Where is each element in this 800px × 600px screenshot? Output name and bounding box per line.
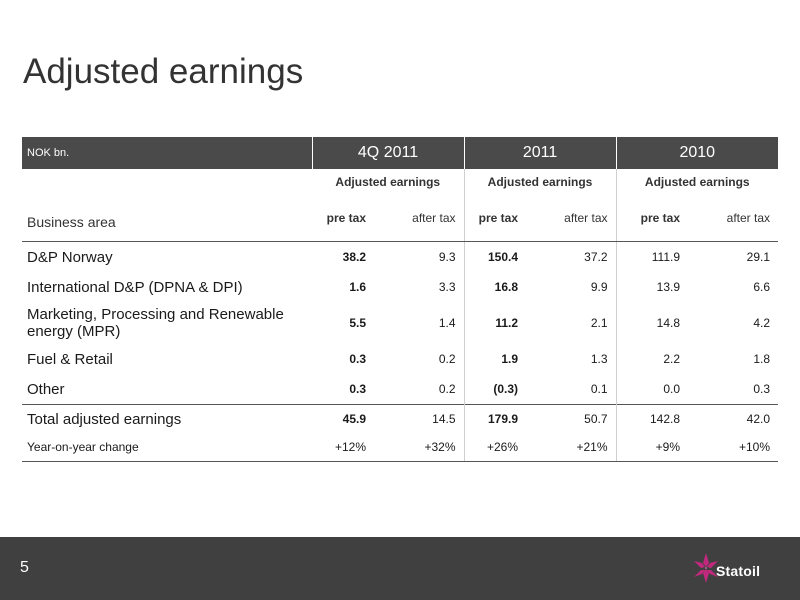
table-row: Marketing, Processing and Renewable ener… — [22, 302, 778, 344]
row-label: International D&P (DPNA & DPI) — [27, 278, 243, 296]
total-row: Total adjusted earnings 45.9 14.5 179.9 … — [22, 404, 779, 433]
page-number: 5 — [20, 559, 29, 576]
cell-value: 13.9 — [615, 272, 689, 302]
cell-value: +21% — [526, 433, 617, 462]
slide-title: Adjusted earnings — [23, 52, 304, 91]
period-2010: 2010 — [615, 137, 779, 169]
cell-value: 1.4 — [438, 316, 456, 330]
cell-value: 42.0 — [688, 404, 779, 433]
cell-value: 9.3 — [438, 250, 456, 264]
cell-value: 29.1 — [746, 250, 771, 264]
period-4q2011: 4Q 2011 — [311, 137, 465, 169]
table-row: Other 0.3 0.2 (0.3) 0.1 0.0 0.3 — [22, 374, 778, 405]
cell-value: 6.6 — [753, 280, 771, 294]
cell-value: 14.5 — [374, 404, 465, 433]
cell-value: 0.3 — [349, 382, 366, 396]
cell-value: 2.1 — [590, 316, 608, 330]
cell-value: 1.9 — [463, 344, 527, 374]
cell-value: (0.3) — [463, 374, 527, 405]
row-label: D&P Norway — [27, 248, 113, 266]
cell-value: 14.8 — [615, 302, 689, 344]
cell-value: 50.7 — [526, 404, 617, 433]
cell-value: 111.9 — [615, 241, 689, 272]
cell-value: 37.2 — [584, 250, 608, 264]
logo-text: Statoil — [716, 563, 761, 579]
yoy-row: Year-on-year change +12% +32% +26% +21% … — [22, 433, 779, 462]
cell-value: 0.1 — [590, 382, 608, 396]
cell-value: 11.2 — [463, 302, 527, 344]
cell-value: 9.9 — [590, 280, 608, 294]
row-label: Other — [27, 380, 65, 398]
group-label: Adjusted earnings — [463, 169, 617, 195]
cell-value: +9% — [615, 433, 689, 462]
cell-value: 179.9 — [463, 404, 527, 433]
cell-value: 45.9 — [312, 404, 374, 433]
pre-tax-label: pre tax — [615, 195, 689, 242]
cell-value: 150.4 — [463, 241, 527, 272]
statoil-logo: Statoil — [694, 549, 774, 593]
cell-value: +32% — [374, 433, 465, 462]
table-header-row: NOK bn. 4Q 2011 2011 2010 — [22, 137, 779, 169]
cell-value: 0.3 — [349, 352, 366, 366]
cell-value: 0.2 — [438, 382, 456, 396]
pre-tax-label: pre tax — [463, 195, 527, 242]
cell-value: 0.0 — [615, 374, 689, 405]
after-tax-label: after tax — [688, 195, 779, 242]
cell-value: +12% — [312, 433, 374, 462]
table-row: Fuel & Retail 0.3 0.2 1.9 1.3 2.2 1.8 — [22, 344, 778, 374]
cell-value: 142.8 — [615, 404, 689, 433]
cell-value: 16.8 — [463, 272, 527, 302]
cell-value: 2.2 — [615, 344, 689, 374]
pre-tax-label: pre tax — [312, 195, 374, 242]
cell-value: 0.3 — [753, 382, 771, 396]
cell-value: 5.5 — [349, 316, 366, 330]
row-label: Total adjusted earnings — [22, 404, 312, 433]
table-row: International D&P (DPNA & DPI) 1.6 3.3 1… — [22, 272, 778, 302]
cell-value: 38.2 — [342, 250, 366, 264]
cell-value: 1.8 — [753, 352, 771, 366]
group-header-row: Adjusted earnings Adjusted earnings Adju… — [22, 169, 779, 195]
table-row: D&P Norway 38.2 9.3 150.4 37.2 111.9 29.… — [22, 241, 778, 272]
column-header-row: Business area pre tax after tax pre tax … — [22, 195, 779, 242]
cell-value: 0.2 — [438, 352, 456, 366]
after-tax-label: after tax — [374, 195, 465, 242]
earnings-table: NOK bn. 4Q 2011 2011 2010 Adjusted earni… — [22, 137, 779, 462]
cell-value: 4.2 — [753, 316, 771, 330]
cell-value: 3.3 — [438, 280, 456, 294]
cell-value: 1.3 — [590, 352, 608, 366]
star-logo-icon — [694, 553, 718, 583]
cell-value: +26% — [463, 433, 527, 462]
after-tax-label: after tax — [526, 195, 617, 242]
business-area-label: Business area — [22, 195, 312, 242]
row-label: Year-on-year change — [22, 433, 312, 462]
slide-footer: 5 Statoil — [0, 537, 800, 600]
row-label: Marketing, Processing and Renewable ener… — [27, 306, 284, 340]
row-label: Fuel & Retail — [27, 350, 113, 368]
group-label: Adjusted earnings — [312, 169, 465, 195]
cell-value: +10% — [688, 433, 779, 462]
period-2011: 2011 — [463, 137, 617, 169]
cell-value: 1.6 — [349, 280, 366, 294]
group-label: Adjusted earnings — [615, 169, 779, 195]
unit-label: NOK bn. — [22, 137, 312, 169]
